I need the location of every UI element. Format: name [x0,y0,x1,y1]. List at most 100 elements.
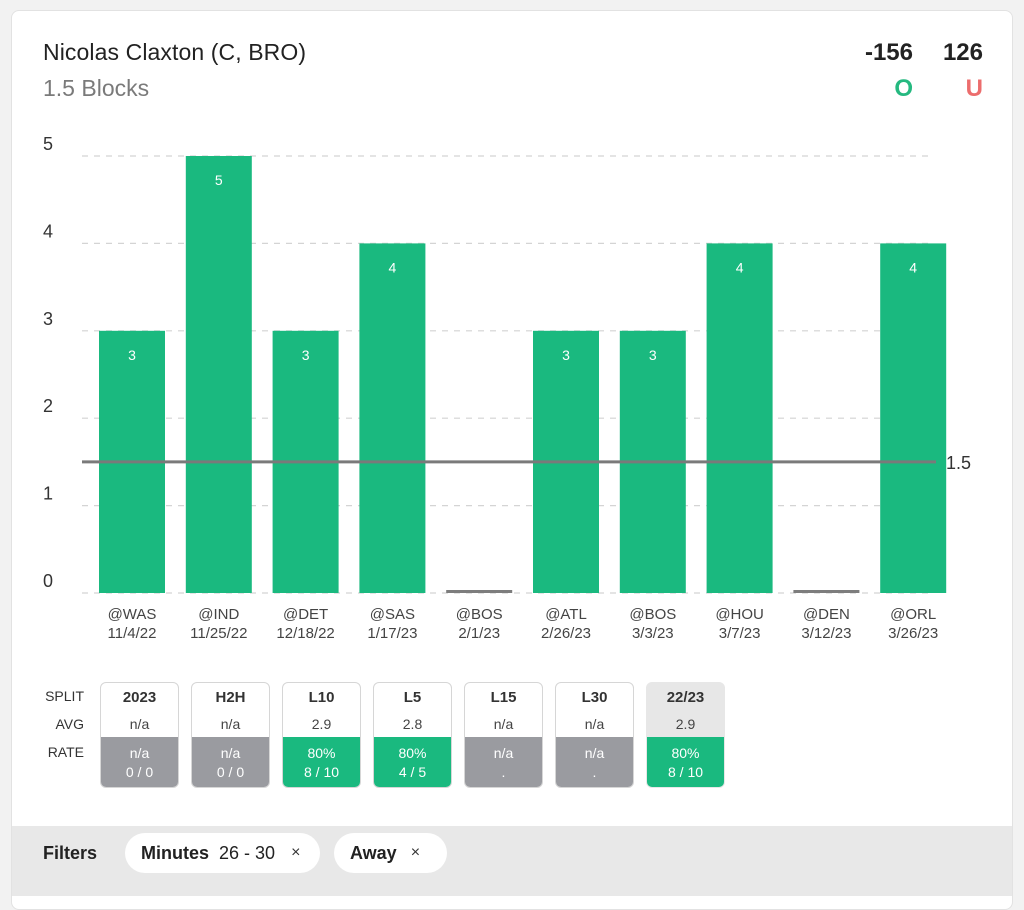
over-odds[interactable]: -156 [864,39,913,66]
rate-row-label: RATE [47,744,84,760]
bar-zero[interactable] [793,590,860,593]
filter-chip-value: 26 - 30 [219,842,276,863]
split-column-l15[interactable]: L15 n/a n/a. [464,682,543,788]
y-tick-label: 1 [43,484,53,504]
data-label: 3 [128,347,136,363]
split-avg: n/a [584,716,605,732]
data-label: 3 [649,347,657,363]
filters-label: Filters [43,843,98,863]
split-avg: n/a [129,716,150,732]
y-tick-label: 3 [43,309,53,329]
player-name: Nicolas Claxton (C, BRO) [43,39,307,65]
over-label[interactable]: O [894,75,913,102]
x-tick-date: 2/1/23 [458,625,500,642]
rate-count: 8 / 10 [667,764,704,780]
split-column-l5[interactable]: L5 2.8 80% 4 / 5 [373,682,452,788]
data-label: 4 [736,259,744,275]
game-log-chart: 0 1 2 3 4 5 3 @WAS 11/4/22 5 @IND 11/25/22 3 @DET 12/1… [43,134,971,642]
rate-count: 8 / 10 [303,764,340,780]
rate-percent: 80% [307,745,336,761]
split-rate: n/a 0 / 0 [192,737,269,787]
split-column-l10[interactable]: L10 2.9 80% 8 / 10 [282,682,361,788]
prop-line-label: 1.5 [946,453,971,473]
x-tick-opponent: @ATL [545,606,587,623]
split-name: L10 [308,689,335,706]
split-rate: n/a 0 / 0 [101,737,178,787]
data-label: 3 [302,347,310,363]
x-tick-opponent: @HOU [715,606,764,623]
bar[interactable] [185,156,252,593]
split-name: H2H [215,689,246,706]
rate-percent: n/a [584,745,605,761]
bar[interactable] [880,243,947,593]
split-rate: 80% 8 / 10 [283,737,360,787]
filter-chip-name: Away [350,842,397,863]
split-column-2023[interactable]: 2023 n/a n/a 0 / 0 [100,682,179,788]
x-tick-date: 3/26/23 [888,625,938,642]
under-label[interactable]: U [965,75,983,102]
bar-zero[interactable] [446,590,513,593]
x-tick-opponent: @DET [283,606,328,623]
x-tick-opponent: @ORL [890,606,936,623]
prop-card: Nicolas Claxton (C, BRO) 1.5 Blocks -156… [11,10,1013,910]
x-tick-date: 2/26/23 [541,625,591,642]
split-name: 22/23 [666,689,705,706]
close-icon[interactable]: × [410,844,421,861]
filter-chip-minutes[interactable]: Minutes 26 - 30 × [125,833,320,873]
rate-count: . [501,764,506,780]
filter-chip-name: Minutes [141,842,210,863]
split-row-label: SPLIT [45,688,84,704]
rate-count: . [592,764,597,780]
filter-chip-away[interactable]: Away × [334,833,447,873]
data-label: 3 [562,347,570,363]
x-tick-opponent: @BOS [456,606,503,623]
x-tick-date: 12/18/22 [276,625,334,642]
split-avg: 2.8 [402,716,423,732]
x-tick-opponent: @BOS [629,606,676,623]
x-tick-date: 11/25/22 [190,625,247,642]
split-name: L5 [403,689,422,706]
y-tick-label: 0 [43,571,53,591]
y-tick-label: 5 [43,134,53,154]
x-tick-date: 3/7/23 [719,625,761,642]
rate-percent: 80% [398,745,427,761]
x-tick-date: 3/3/23 [632,625,674,642]
y-tick-label: 2 [43,396,53,416]
under-odds[interactable]: 126 [942,39,983,66]
x-tick-date: 3/12/23 [801,625,851,642]
y-tick-label: 4 [43,221,53,241]
split-column-h2h[interactable]: H2H n/a n/a 0 / 0 [191,682,270,788]
rate-percent: 80% [671,745,700,761]
filters-bar: Filters Minutes 26 - 30 × Away × [12,826,1012,896]
x-tick-opponent: @SAS [370,606,415,623]
split-rate: n/a. [465,737,542,787]
split-avg: n/a [493,716,514,732]
x-tick-date: 1/17/23 [367,625,417,642]
split-name: L15 [490,689,517,706]
rate-percent: n/a [493,745,514,761]
bar[interactable] [359,243,426,593]
rate-count: 0 / 0 [216,764,245,780]
x-tick-opponent: @IND [198,606,239,623]
split-column-l30[interactable]: L30 n/a n/a. [555,682,634,788]
avg-row-label: AVG [55,716,84,732]
split-rate: 80% 4 / 5 [374,737,451,787]
split-name: L30 [581,689,608,706]
data-label: 4 [909,259,917,275]
close-icon[interactable]: × [291,844,301,861]
data-label: 5 [215,172,223,188]
rate-count: 4 / 5 [398,764,427,780]
split-rate: 80% 8 / 10 [647,737,724,787]
split-rate: n/a. [556,737,633,787]
x-tick-date: 11/4/22 [108,625,157,642]
split-name: 2023 [122,689,157,706]
split-column-22-23[interactable]: 22/23 2.9 80% 8 / 10 [646,682,725,788]
rate-percent: n/a [220,745,241,761]
x-tick-opponent: @WAS [108,606,157,623]
split-avg: 2.9 [675,716,696,732]
rate-percent: n/a [129,745,150,761]
split-avg: n/a [220,716,241,732]
bar[interactable] [706,243,773,593]
data-label: 4 [389,259,397,275]
rate-count: 0 / 0 [125,764,154,780]
